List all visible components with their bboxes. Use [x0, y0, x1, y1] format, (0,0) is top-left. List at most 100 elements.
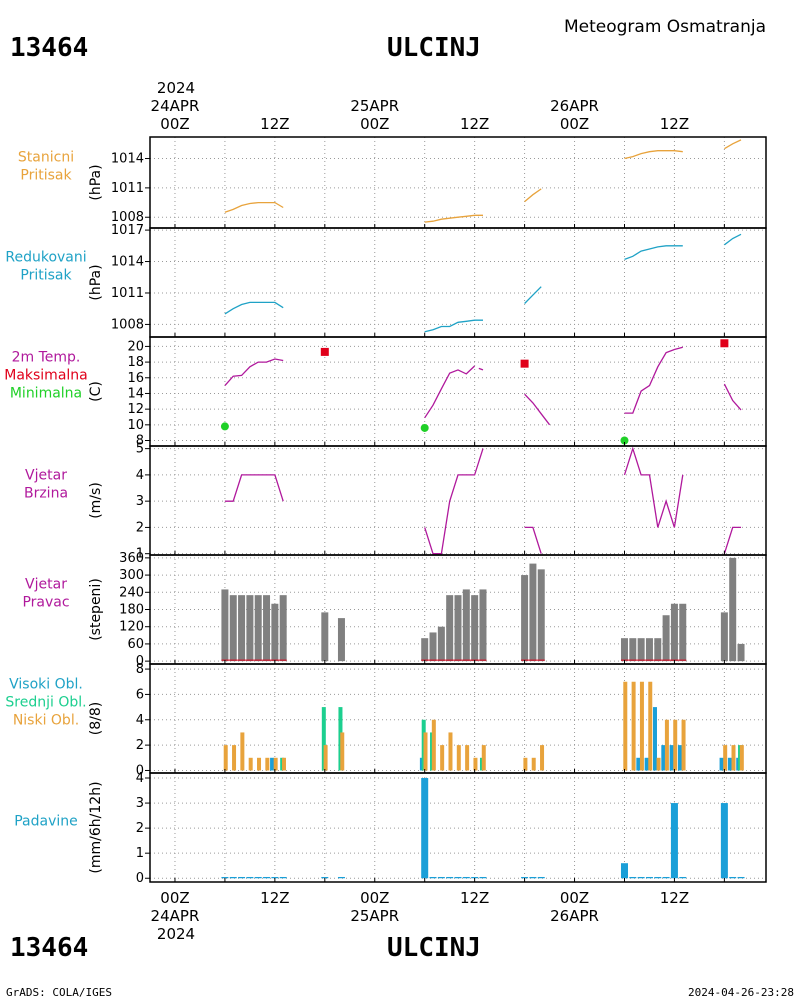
panel-label-line: Brzina	[24, 486, 68, 502]
data-bar	[246, 876, 254, 879]
data-bar	[454, 595, 462, 662]
data-bar	[221, 589, 229, 662]
data-bar	[529, 563, 537, 662]
cloud-bar-niski-obl-	[723, 745, 728, 771]
series-line	[524, 188, 542, 203]
cloud-bar-niski-obl-	[739, 745, 744, 771]
bottom-hour-labels: 00Z 12Z 00Z 12Z 00Z 12Z	[160, 889, 689, 907]
y-tick-label: 20	[127, 339, 144, 354]
data-bar	[437, 626, 445, 662]
data-bar	[654, 638, 662, 662]
panel-label-line: Vjetar	[25, 577, 67, 593]
y-tick-label: 4	[136, 468, 144, 483]
series-line	[424, 214, 483, 223]
cloud-bar-srednji-obl-	[321, 707, 326, 771]
top-hour-label: 12Z	[460, 115, 489, 133]
panel-frame	[149, 772, 767, 883]
series-line	[524, 526, 542, 554]
cloud-bar-niski-obl-	[232, 745, 237, 771]
cloud-bar-niski-obl-	[340, 732, 345, 771]
y-tick-label: 1008	[111, 317, 144, 332]
y-tick-label: 2	[136, 738, 144, 753]
bottom-hour-label: 12Z	[460, 889, 489, 907]
data-bar	[229, 595, 237, 662]
cloud-bar-visoki-obl-	[727, 757, 732, 771]
data-bar	[271, 603, 279, 662]
cloud-bar-niski-obl-	[681, 719, 686, 771]
data-bar	[737, 643, 745, 662]
min-temp-marker	[620, 436, 629, 445]
panel-label-line: Pritisak	[20, 268, 72, 284]
y-tick-label: 180	[119, 603, 144, 618]
panel-station_pressure: 1008 1011 1014 (hPa) Stanicni Pritisak	[18, 136, 767, 229]
y-tick-label: 8	[136, 434, 144, 449]
max-temp-marker	[720, 339, 729, 348]
top-hour-label: 00Z	[160, 115, 189, 133]
panel-reduced_pressure: 1008 1011 1014 1017 (hPa)Redukovani Pritisak	[5, 223, 767, 338]
y-axis-label: (hPa)	[88, 164, 104, 200]
y-tick-label: 1017	[111, 223, 144, 238]
data-bar	[679, 603, 687, 662]
data-bar	[229, 876, 237, 879]
y-tick-label: 18	[127, 355, 144, 370]
y-tick-label: 1014	[111, 255, 144, 270]
cloud-bar-niski-obl-	[623, 681, 628, 771]
panel-label-line: Maksimalna	[4, 368, 88, 384]
series-line	[623, 446, 684, 528]
cloud-bar-niski-obl-	[673, 719, 678, 771]
panel-label-line: 2m Temp.	[12, 350, 81, 366]
footer-source: GrADS: COLA/IGES	[6, 986, 112, 999]
data-bar	[254, 876, 262, 879]
y-tick-label: 0	[136, 654, 144, 669]
data-bar	[263, 876, 271, 879]
cloud-bar-niski-obl-	[440, 745, 445, 771]
panel-label-line: Stanicni	[18, 150, 74, 166]
data-bar	[479, 876, 487, 879]
data-bar	[462, 589, 470, 662]
data-bar	[429, 876, 437, 879]
cloud-bar-niski-obl-	[273, 757, 278, 771]
data-bar	[429, 632, 437, 662]
data-bar	[421, 778, 429, 879]
data-bar	[446, 595, 454, 662]
data-bar	[729, 557, 737, 662]
y-axis-label: (8/8)	[88, 702, 104, 735]
bottom-hour-label: 12Z	[260, 889, 289, 907]
top-hour-label: 12Z	[260, 115, 289, 133]
data-bar	[645, 876, 653, 879]
cloud-bar-niski-obl-	[473, 757, 478, 771]
series-line	[478, 367, 484, 371]
y-axis-label: (m/s)	[88, 482, 104, 519]
bottom-day-labels: 24APR 25APR 26APR	[151, 907, 599, 925]
data-bar	[238, 876, 246, 879]
data-bar	[637, 876, 645, 879]
data-bar	[446, 876, 454, 879]
bottom-hour-label: 00Z	[360, 889, 389, 907]
panels: 100810111014(hPa)StanicniPritisak1008101…	[4, 136, 767, 886]
y-tick-label: 1014	[111, 152, 144, 167]
data-bar	[337, 876, 345, 879]
bottom-year-label: 2024	[157, 925, 195, 943]
y-tick-label: 1008	[111, 210, 144, 225]
data-bar	[521, 575, 529, 662]
y-axis-label: (stepeni)	[88, 578, 104, 641]
y-tick-label: 16	[127, 371, 144, 386]
top-day-label: 25APR	[350, 97, 399, 115]
cloud-bar-visoki-obl-	[270, 757, 275, 771]
y-axis-label: (mm/6h/12h)	[88, 781, 104, 873]
cloud-bar-niski-obl-	[540, 745, 545, 771]
top-hour-labels: 00Z 12Z 00Z 12Z 00Z 12Z	[160, 115, 689, 133]
cloud-bar-niski-obl-	[481, 745, 486, 771]
top-hour-label: 12Z	[660, 115, 689, 133]
data-bar	[246, 595, 254, 662]
data-bar	[654, 876, 662, 879]
y-axis-label: (hPa)	[88, 264, 104, 300]
station-id-bottom: 13464	[10, 933, 88, 963]
panel-clouds: 0 2 4 6 8 (8/8) Visoki Obl. Srednji Obl. Niski O…	[5, 662, 767, 778]
cloud-bar-niski-obl-	[281, 757, 286, 771]
panel-label-line: Visoki Obl.	[9, 677, 83, 693]
cloud-bar-niski-obl-	[631, 681, 636, 771]
y-tick-label: 14	[127, 386, 144, 401]
cloud-bar-niski-obl-	[664, 719, 669, 771]
top-hour-label: 00Z	[360, 115, 389, 133]
